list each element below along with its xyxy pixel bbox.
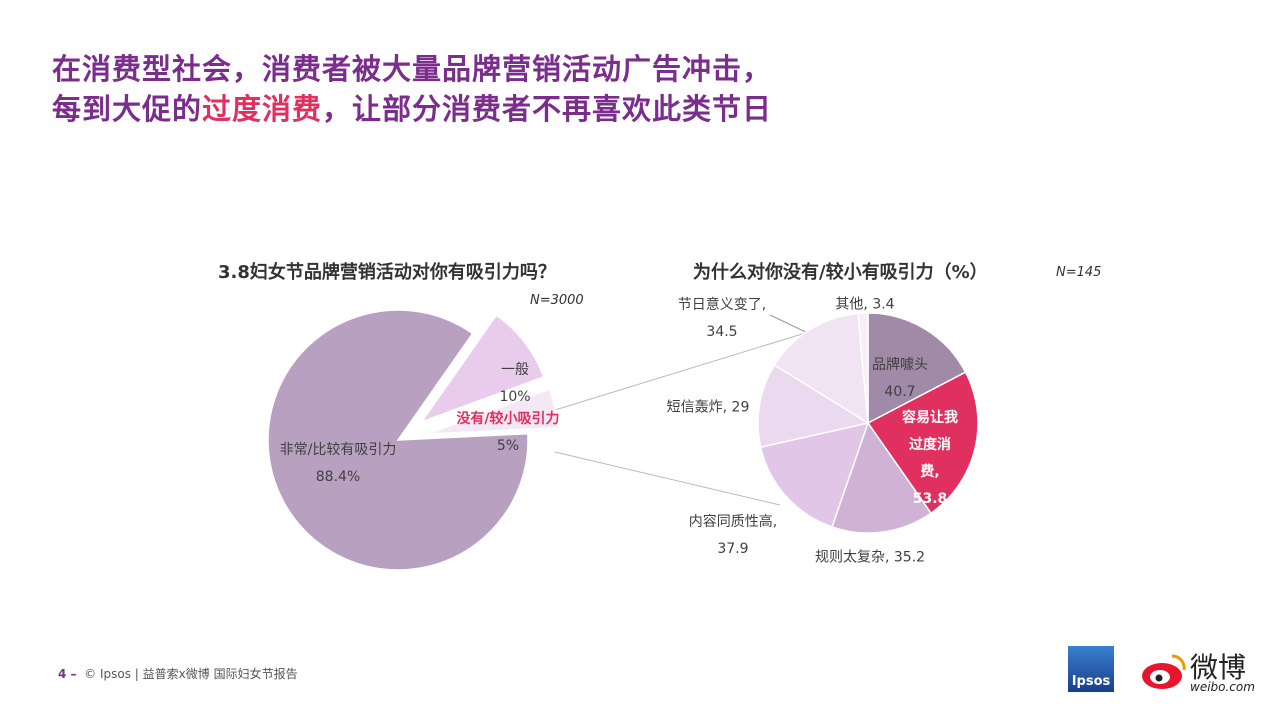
slice-label: 短信轰炸, 29 (667, 395, 750, 422)
connector (554, 329, 816, 411)
title-highlight: 过度消费 (202, 92, 323, 126)
slice-label: 一般 10% (499, 357, 530, 411)
value-label: 35.2 (893, 549, 926, 566)
value-label: 10% (499, 389, 531, 405)
pie-slice (267, 309, 529, 571)
pie-slice (757, 363, 870, 449)
category-label: 非常/比较有吸引力 (279, 442, 397, 458)
category-label: 容易让我过度消费, (902, 410, 958, 480)
category-label: 没有/较小吸引力 (456, 411, 560, 427)
value-label: 53.8 (912, 491, 948, 507)
chart-title: 3.8妇女节品牌营销活动对你有吸引力吗？ (218, 262, 556, 283)
title-part: ，让部分消费者不再喜欢此类节日 (322, 92, 773, 126)
value-label: 34.5 (706, 324, 738, 340)
weibo-logo: 微博 (1190, 651, 1247, 684)
chart-title: 为什么对你没有/较小有吸引力（%） (693, 262, 988, 283)
pie-slice (831, 421, 933, 534)
title-line: 每到大促的过度消费，让部分消费者不再喜欢此类节日 (52, 86, 772, 128)
slice-label: 其他, 3.4 (835, 292, 894, 319)
value-label: 5% (496, 438, 520, 454)
connector (554, 451, 781, 506)
value-label: 29 (731, 399, 750, 416)
pie-slice (867, 312, 967, 425)
category-label: 规则太复杂, (814, 549, 890, 566)
title-line: 在消费型社会，消费者被大量品牌营销活动广告冲击， (52, 52, 773, 86)
value-label: 40.7 (884, 384, 916, 400)
category-label: 品牌噱头 (872, 357, 928, 373)
pie-slice (427, 388, 559, 435)
value-label: 88.4% (315, 469, 361, 485)
page-number: 4 – (58, 667, 77, 681)
sample-note: N=3000 (530, 293, 584, 308)
category-label: 短信轰炸, (666, 399, 728, 416)
pie-slice (857, 312, 869, 424)
slice-label: 规则太复杂, 35.2 (815, 545, 925, 572)
title-part: 每到大促的 (52, 92, 203, 126)
leader-line (769, 314, 813, 336)
pie-slice (759, 421, 870, 528)
pie-slice (419, 314, 545, 424)
value-label: 3.4 (872, 296, 895, 313)
weibo-url: weibo.com (1190, 680, 1255, 694)
category-label: 节日意义变了, (677, 297, 767, 313)
category-label: 一般 (501, 362, 529, 378)
value-label: 37.9 (717, 541, 749, 557)
slice-label: 非常/比较有吸引力 88.4% (280, 437, 397, 491)
pie-slice (866, 371, 979, 515)
slice-label: 没有/较小吸引力 5% (456, 406, 559, 460)
weibo-icon (1142, 654, 1186, 689)
slice-label: 容易让我过度消费, 53.8 (900, 405, 960, 513)
slice-label: 内容同质性高, 37.9 (689, 509, 777, 563)
category-label: 其他, (835, 296, 868, 313)
footer: 4 – © Ipsos | 益普索x微博 国际妇女节报告 (58, 665, 298, 682)
slice-label: 节日意义变了, 34.5 (678, 292, 766, 346)
pie-slice (773, 312, 869, 425)
slice-label: 品牌噱头 40.7 (872, 352, 928, 406)
ipsos-logo: Ipsos (1068, 646, 1114, 692)
sample-note: N=145 (1056, 265, 1102, 280)
category-label: 内容同质性高, (688, 514, 778, 530)
footer-text: © Ipsos | 益普索x微博 国际妇女节报告 (84, 667, 298, 681)
